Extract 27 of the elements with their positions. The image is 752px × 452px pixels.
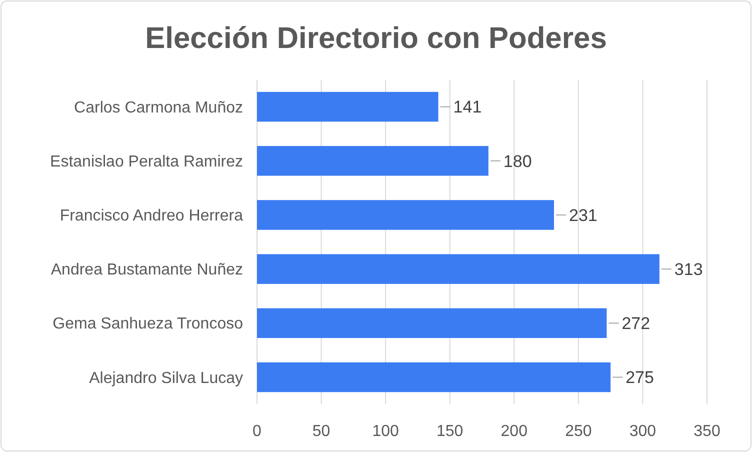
bar [257, 362, 611, 392]
data-label: 313 [674, 260, 703, 279]
bar [257, 308, 607, 338]
y-tick-label: Francisco Andreo Herrera [60, 208, 244, 225]
x-tick-label: 100 [372, 423, 400, 440]
data-label: 141 [453, 98, 482, 117]
data-label: 275 [626, 368, 654, 388]
bar [257, 254, 660, 284]
x-tick-label: 300 [629, 423, 656, 440]
y-tick-label: Gema Sanhueza Troncoso [52, 316, 244, 333]
data-label: 180 [503, 152, 532, 171]
chart-title: Elección Directorio con Poderes [145, 22, 607, 55]
x-tick-label: 200 [500, 423, 528, 440]
y-tick-label: Carlos Carmona Muñoz [74, 99, 243, 116]
x-tick-label: 350 [694, 423, 720, 440]
y-tick-label: Estanislao Peralta Ramirez [50, 153, 243, 170]
bar [257, 200, 554, 230]
data-label: 272 [622, 314, 650, 334]
x-tick-label: 0 [252, 423, 262, 440]
x-tick-label: 150 [436, 423, 464, 440]
y-tick-label: Andrea Bustamante Nuñez [50, 262, 243, 279]
data-label: 231 [569, 206, 598, 225]
y-tick-label: Alejandro Silva Lucay [89, 370, 243, 387]
x-tick-label: 50 [312, 423, 330, 440]
bar [257, 146, 488, 176]
bar [257, 92, 438, 122]
x-tick-label: 250 [565, 423, 592, 440]
